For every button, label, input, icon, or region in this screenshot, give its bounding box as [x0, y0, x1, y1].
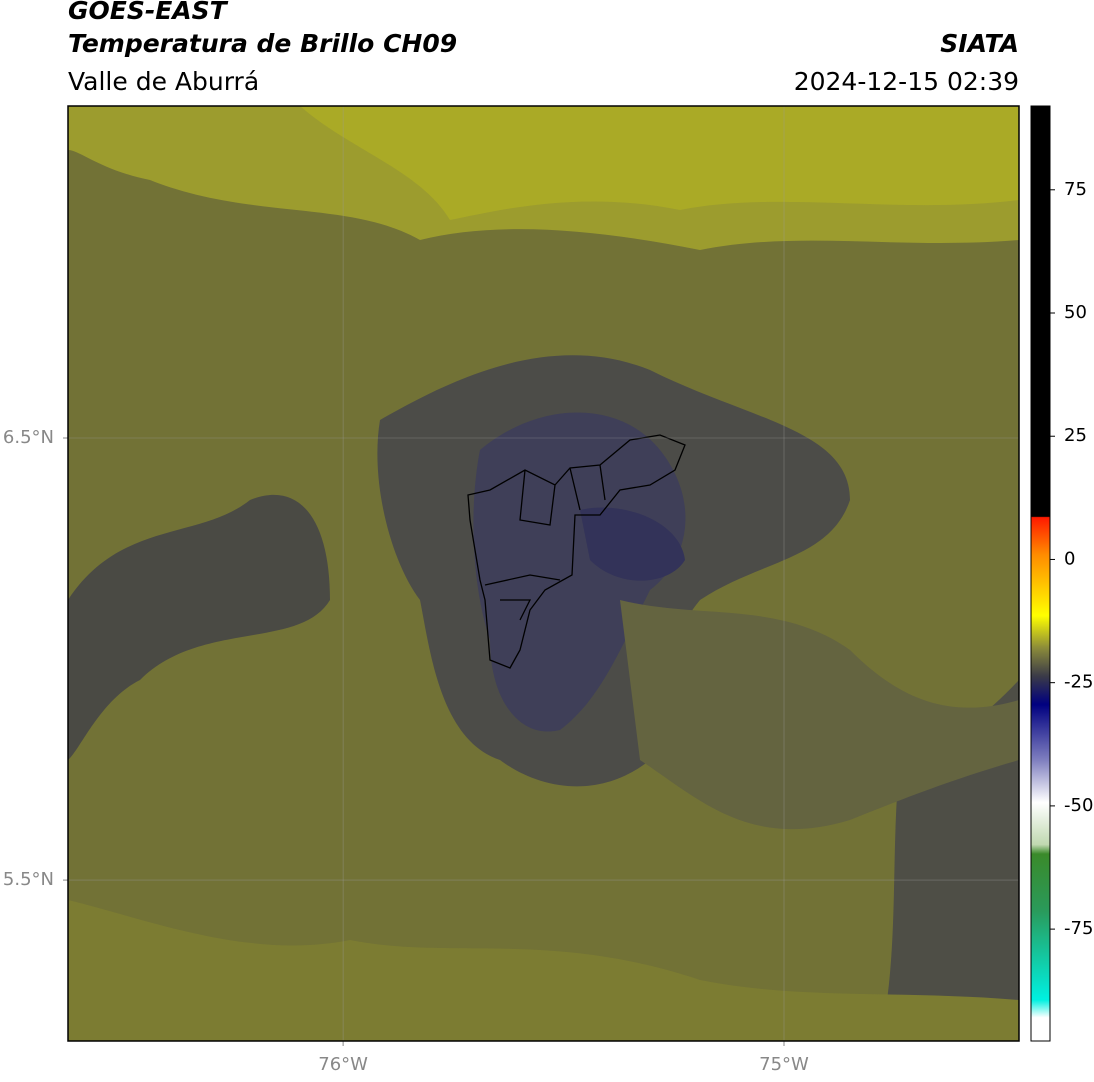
graticule: 76°W 75°W 6.5°N 5.5°N: [3, 106, 1019, 1075]
colorbar-label: -50: [1064, 795, 1093, 816]
colorbar-label: -75: [1064, 918, 1093, 939]
colorbar-label: 0: [1064, 548, 1075, 569]
colorbar-label: 25: [1064, 425, 1087, 446]
timestamp: 2024-12-15 02:39: [794, 67, 1019, 96]
subtitle: Temperatura de Brillo CH09: [68, 29, 457, 58]
colorbar-label: 50: [1064, 302, 1087, 323]
source: SIATA: [940, 29, 1019, 58]
region: Valle de Aburrá: [68, 67, 259, 96]
title: GOES-EAST: [68, 0, 229, 25]
colorbar-ticks: 75 50 25 0 -25 -50 -75: [1050, 179, 1093, 939]
lon-label: 76°W: [318, 1054, 368, 1075]
colorbar: [1030, 105, 1051, 1042]
lat-label: 6.5°N: [3, 427, 54, 448]
map-frame: [67, 105, 1020, 1042]
lat-label: 5.5°N: [3, 869, 54, 890]
colorbar-label: 75: [1064, 179, 1087, 200]
satellite-image: [68, 106, 1019, 1041]
municipal-boundaries: [467, 434, 686, 669]
lon-label: 75°W: [759, 1054, 809, 1075]
colorbar-label: -25: [1064, 672, 1093, 693]
